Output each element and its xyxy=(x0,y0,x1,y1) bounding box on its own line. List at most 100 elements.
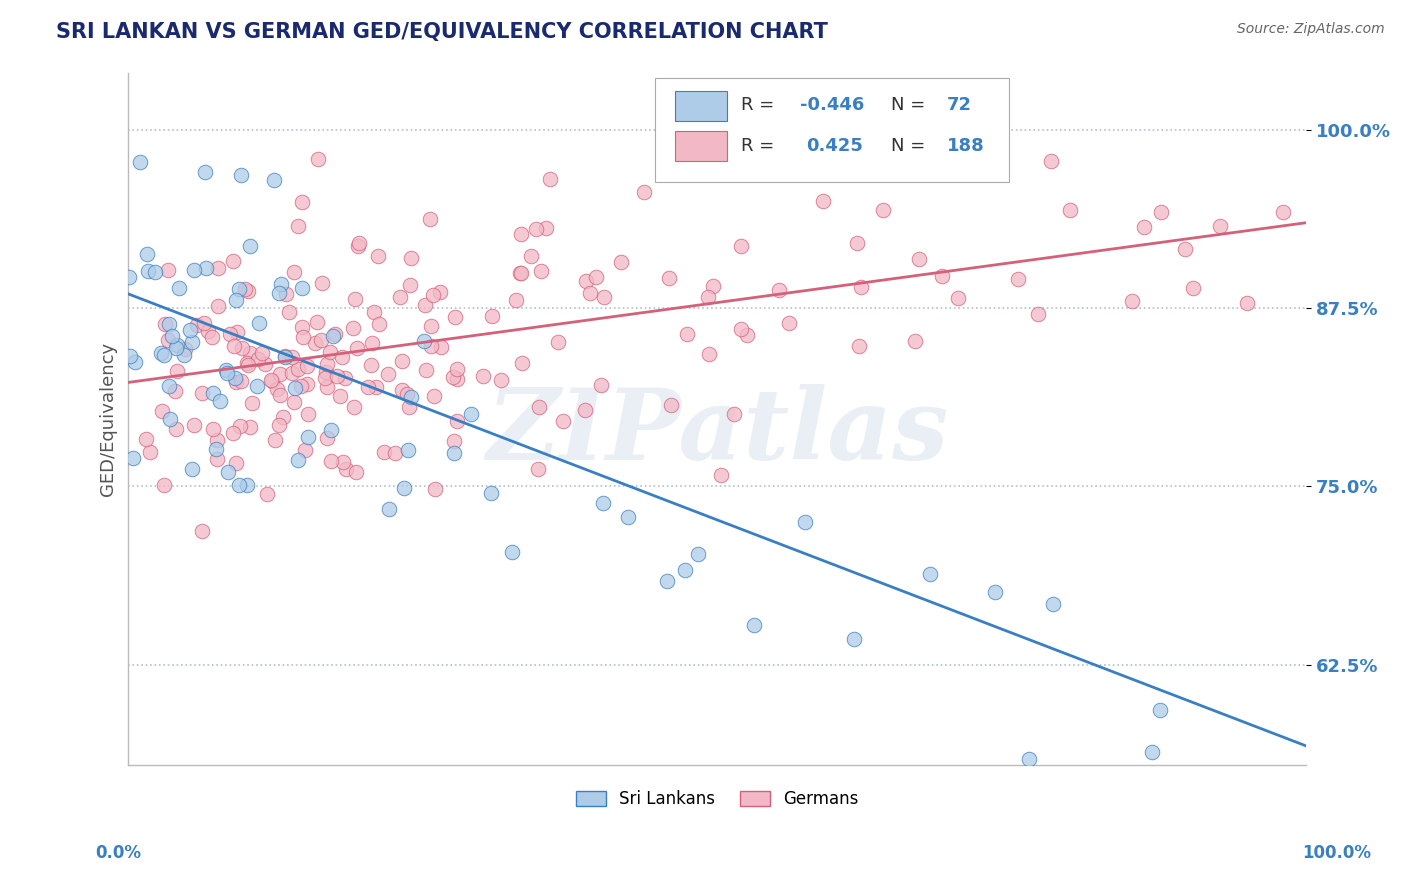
Point xyxy=(222,254,245,268)
Point xyxy=(316,431,339,445)
Point xyxy=(231,342,253,356)
Point xyxy=(501,545,523,559)
Point xyxy=(291,281,314,295)
Point xyxy=(443,446,465,460)
Text: SRI LANKAN VS GERMAN GED/EQUIVALENCY CORRELATION CHART: SRI LANKAN VS GERMAN GED/EQUIVALENCY COR… xyxy=(56,22,828,42)
Point xyxy=(218,326,240,341)
Point xyxy=(849,279,872,293)
Point xyxy=(226,325,249,339)
Point xyxy=(183,263,205,277)
Point xyxy=(361,336,384,351)
Point xyxy=(284,381,307,395)
Point xyxy=(129,154,152,169)
Point xyxy=(730,322,752,336)
Point xyxy=(509,266,531,280)
FancyBboxPatch shape xyxy=(675,131,727,161)
Point xyxy=(1149,703,1171,717)
Point xyxy=(281,350,304,364)
Point xyxy=(527,400,550,414)
Point xyxy=(163,384,186,398)
Point xyxy=(135,247,157,261)
Point xyxy=(283,394,305,409)
Point xyxy=(367,249,389,263)
Point xyxy=(236,356,259,370)
Point xyxy=(307,315,329,329)
Point xyxy=(201,330,224,344)
Point xyxy=(342,321,364,335)
Point xyxy=(574,403,596,417)
Point xyxy=(460,407,482,421)
Point xyxy=(260,374,283,388)
Point xyxy=(1209,219,1232,234)
Point xyxy=(737,328,759,343)
Point xyxy=(291,319,314,334)
Point xyxy=(190,386,212,401)
Point xyxy=(364,380,387,394)
Point xyxy=(174,343,197,357)
Point xyxy=(295,377,318,392)
Point xyxy=(269,367,291,381)
Point xyxy=(413,334,436,348)
FancyBboxPatch shape xyxy=(655,78,1010,182)
Point xyxy=(291,330,314,344)
Point xyxy=(530,263,553,277)
Point xyxy=(413,298,436,312)
Point xyxy=(297,407,319,421)
Point xyxy=(446,372,468,386)
Point xyxy=(384,446,406,460)
Point xyxy=(238,346,260,360)
Point xyxy=(287,362,309,376)
Point xyxy=(547,334,569,349)
Point xyxy=(575,274,598,288)
Point xyxy=(697,347,720,361)
Point xyxy=(920,567,942,582)
Point xyxy=(207,299,229,313)
Point xyxy=(863,153,886,168)
Point xyxy=(510,266,533,280)
Point xyxy=(1236,296,1258,310)
Point xyxy=(845,236,868,251)
Point xyxy=(209,394,232,409)
Point xyxy=(150,346,173,360)
Point xyxy=(391,353,413,368)
Point xyxy=(315,357,337,371)
Point xyxy=(332,455,354,469)
Point xyxy=(401,251,423,265)
Point xyxy=(252,345,274,359)
Point xyxy=(269,285,291,300)
Point xyxy=(389,290,412,304)
Point xyxy=(551,414,574,428)
Point xyxy=(314,371,336,385)
Point xyxy=(534,221,557,235)
Point xyxy=(183,417,205,432)
Point xyxy=(195,261,218,276)
Point xyxy=(307,152,329,166)
Point xyxy=(446,414,468,428)
Point xyxy=(247,316,270,330)
Point xyxy=(481,309,503,323)
Point xyxy=(904,334,927,348)
Point xyxy=(908,252,931,267)
Text: N =: N = xyxy=(890,96,925,114)
Point xyxy=(166,337,188,351)
Point xyxy=(124,355,146,369)
Point xyxy=(121,451,143,466)
Point xyxy=(264,434,287,448)
Point xyxy=(304,336,326,351)
Point xyxy=(311,276,333,290)
Point xyxy=(609,255,631,269)
FancyBboxPatch shape xyxy=(675,91,727,121)
Point xyxy=(343,400,366,414)
Point xyxy=(585,270,607,285)
Point xyxy=(399,390,422,404)
Point xyxy=(201,422,224,436)
Point xyxy=(247,352,270,367)
Point xyxy=(377,367,399,381)
Point xyxy=(347,235,370,250)
Text: 0.0%: 0.0% xyxy=(96,844,142,862)
Point xyxy=(138,264,160,278)
Point xyxy=(848,339,870,353)
Text: -0.446: -0.446 xyxy=(800,96,865,114)
Point xyxy=(697,290,720,304)
Point xyxy=(143,265,166,279)
